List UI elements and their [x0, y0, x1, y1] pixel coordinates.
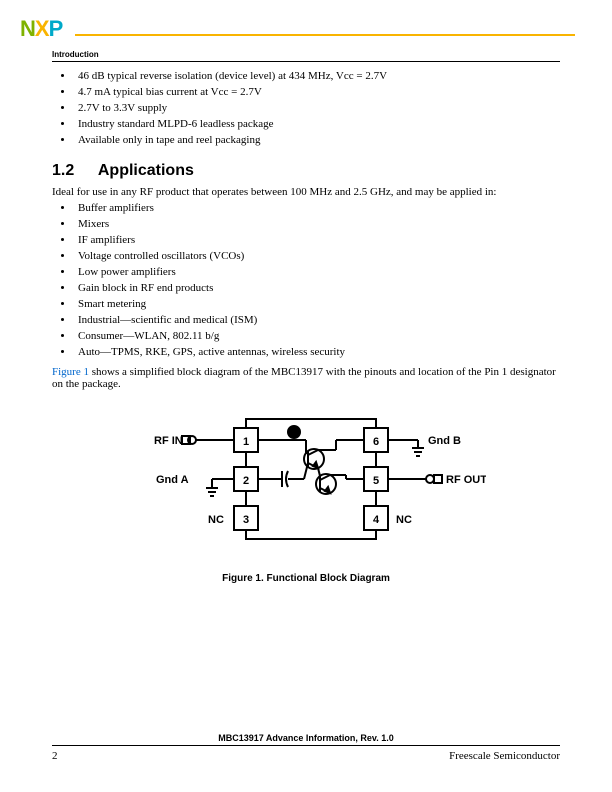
list-item: Buffer amplifiers [74, 202, 560, 214]
list-item: 2.7V to 3.3V supply [74, 102, 560, 114]
section-running-head: Introduction [52, 50, 560, 59]
rf-in-label: RF IN [154, 435, 183, 447]
page-footer: MBC13917 Advance Information, Rev. 1.0 2… [52, 733, 560, 762]
figure-link[interactable]: Figure 1 [52, 366, 89, 378]
list-item: 46 dB typical reverse isolation (device … [74, 70, 560, 82]
section-number: 1.2 [52, 162, 94, 180]
list-item: Low power amplifiers [74, 266, 560, 278]
figure-caption: Figure 1. Functional Block Diagram [52, 573, 560, 584]
section-heading: 1.2 Applications [52, 162, 560, 180]
footer-doc-title: MBC13917 Advance Information, Rev. 1.0 [52, 733, 560, 743]
running-head-rule [52, 61, 560, 62]
nc-left-label: NC [208, 514, 224, 526]
rf-out-label: RF OUT [446, 474, 486, 486]
list-item: Gain block in RF end products [74, 282, 560, 294]
nc-right-label: NC [396, 514, 412, 526]
header-rule [75, 34, 575, 36]
applications-list: Buffer amplifiers Mixers IF amplifiers V… [74, 202, 560, 358]
gnd-a-label: Gnd A [156, 474, 189, 486]
gnd-b-label: Gnd B [428, 435, 461, 447]
figure-1: 1 2 3 6 5 4 RF IN Gnd A NC Gnd B RF OUT … [52, 404, 560, 584]
list-item: Voltage controlled oscillators (VCOs) [74, 250, 560, 262]
footer-manufacturer: Freescale Semiconductor [449, 750, 560, 762]
spec-list: 46 dB typical reverse isolation (device … [74, 70, 560, 146]
list-item: Consumer—WLAN, 802.11 b/g [74, 330, 560, 342]
list-item: Smart metering [74, 298, 560, 310]
pin-1-label: 1 [243, 436, 249, 448]
pin-2-label: 2 [243, 475, 249, 487]
list-item: Auto—TPMS, RKE, GPS, active antennas, wi… [74, 346, 560, 358]
section-title: Applications [98, 162, 194, 179]
pin-6-label: 6 [373, 436, 379, 448]
nxp-logo: NXP [20, 16, 62, 42]
footer-rule [52, 745, 560, 746]
pin-4-label: 4 [373, 514, 380, 526]
list-item: IF amplifiers [74, 234, 560, 246]
figure-ref-text: shows a simplified block diagram of the … [52, 366, 556, 390]
section-intro-paragraph: Ideal for use in any RF product that ope… [52, 186, 560, 198]
list-item: Industry standard MLPD-6 leadless packag… [74, 118, 560, 130]
page-number: 2 [52, 750, 58, 762]
list-item: Mixers [74, 218, 560, 230]
pin-3-label: 3 [243, 514, 249, 526]
list-item: Industrial—scientific and medical (ISM) [74, 314, 560, 326]
pin-5-label: 5 [373, 475, 379, 487]
list-item: 4.7 mA typical bias current at Vcc = 2.7… [74, 86, 560, 98]
figure-reference-paragraph: Figure 1 shows a simplified block diagra… [52, 366, 560, 390]
block-diagram-svg: 1 2 3 6 5 4 RF IN Gnd A NC Gnd B RF OUT … [126, 404, 486, 564]
list-item: Available only in tape and reel packagin… [74, 134, 560, 146]
